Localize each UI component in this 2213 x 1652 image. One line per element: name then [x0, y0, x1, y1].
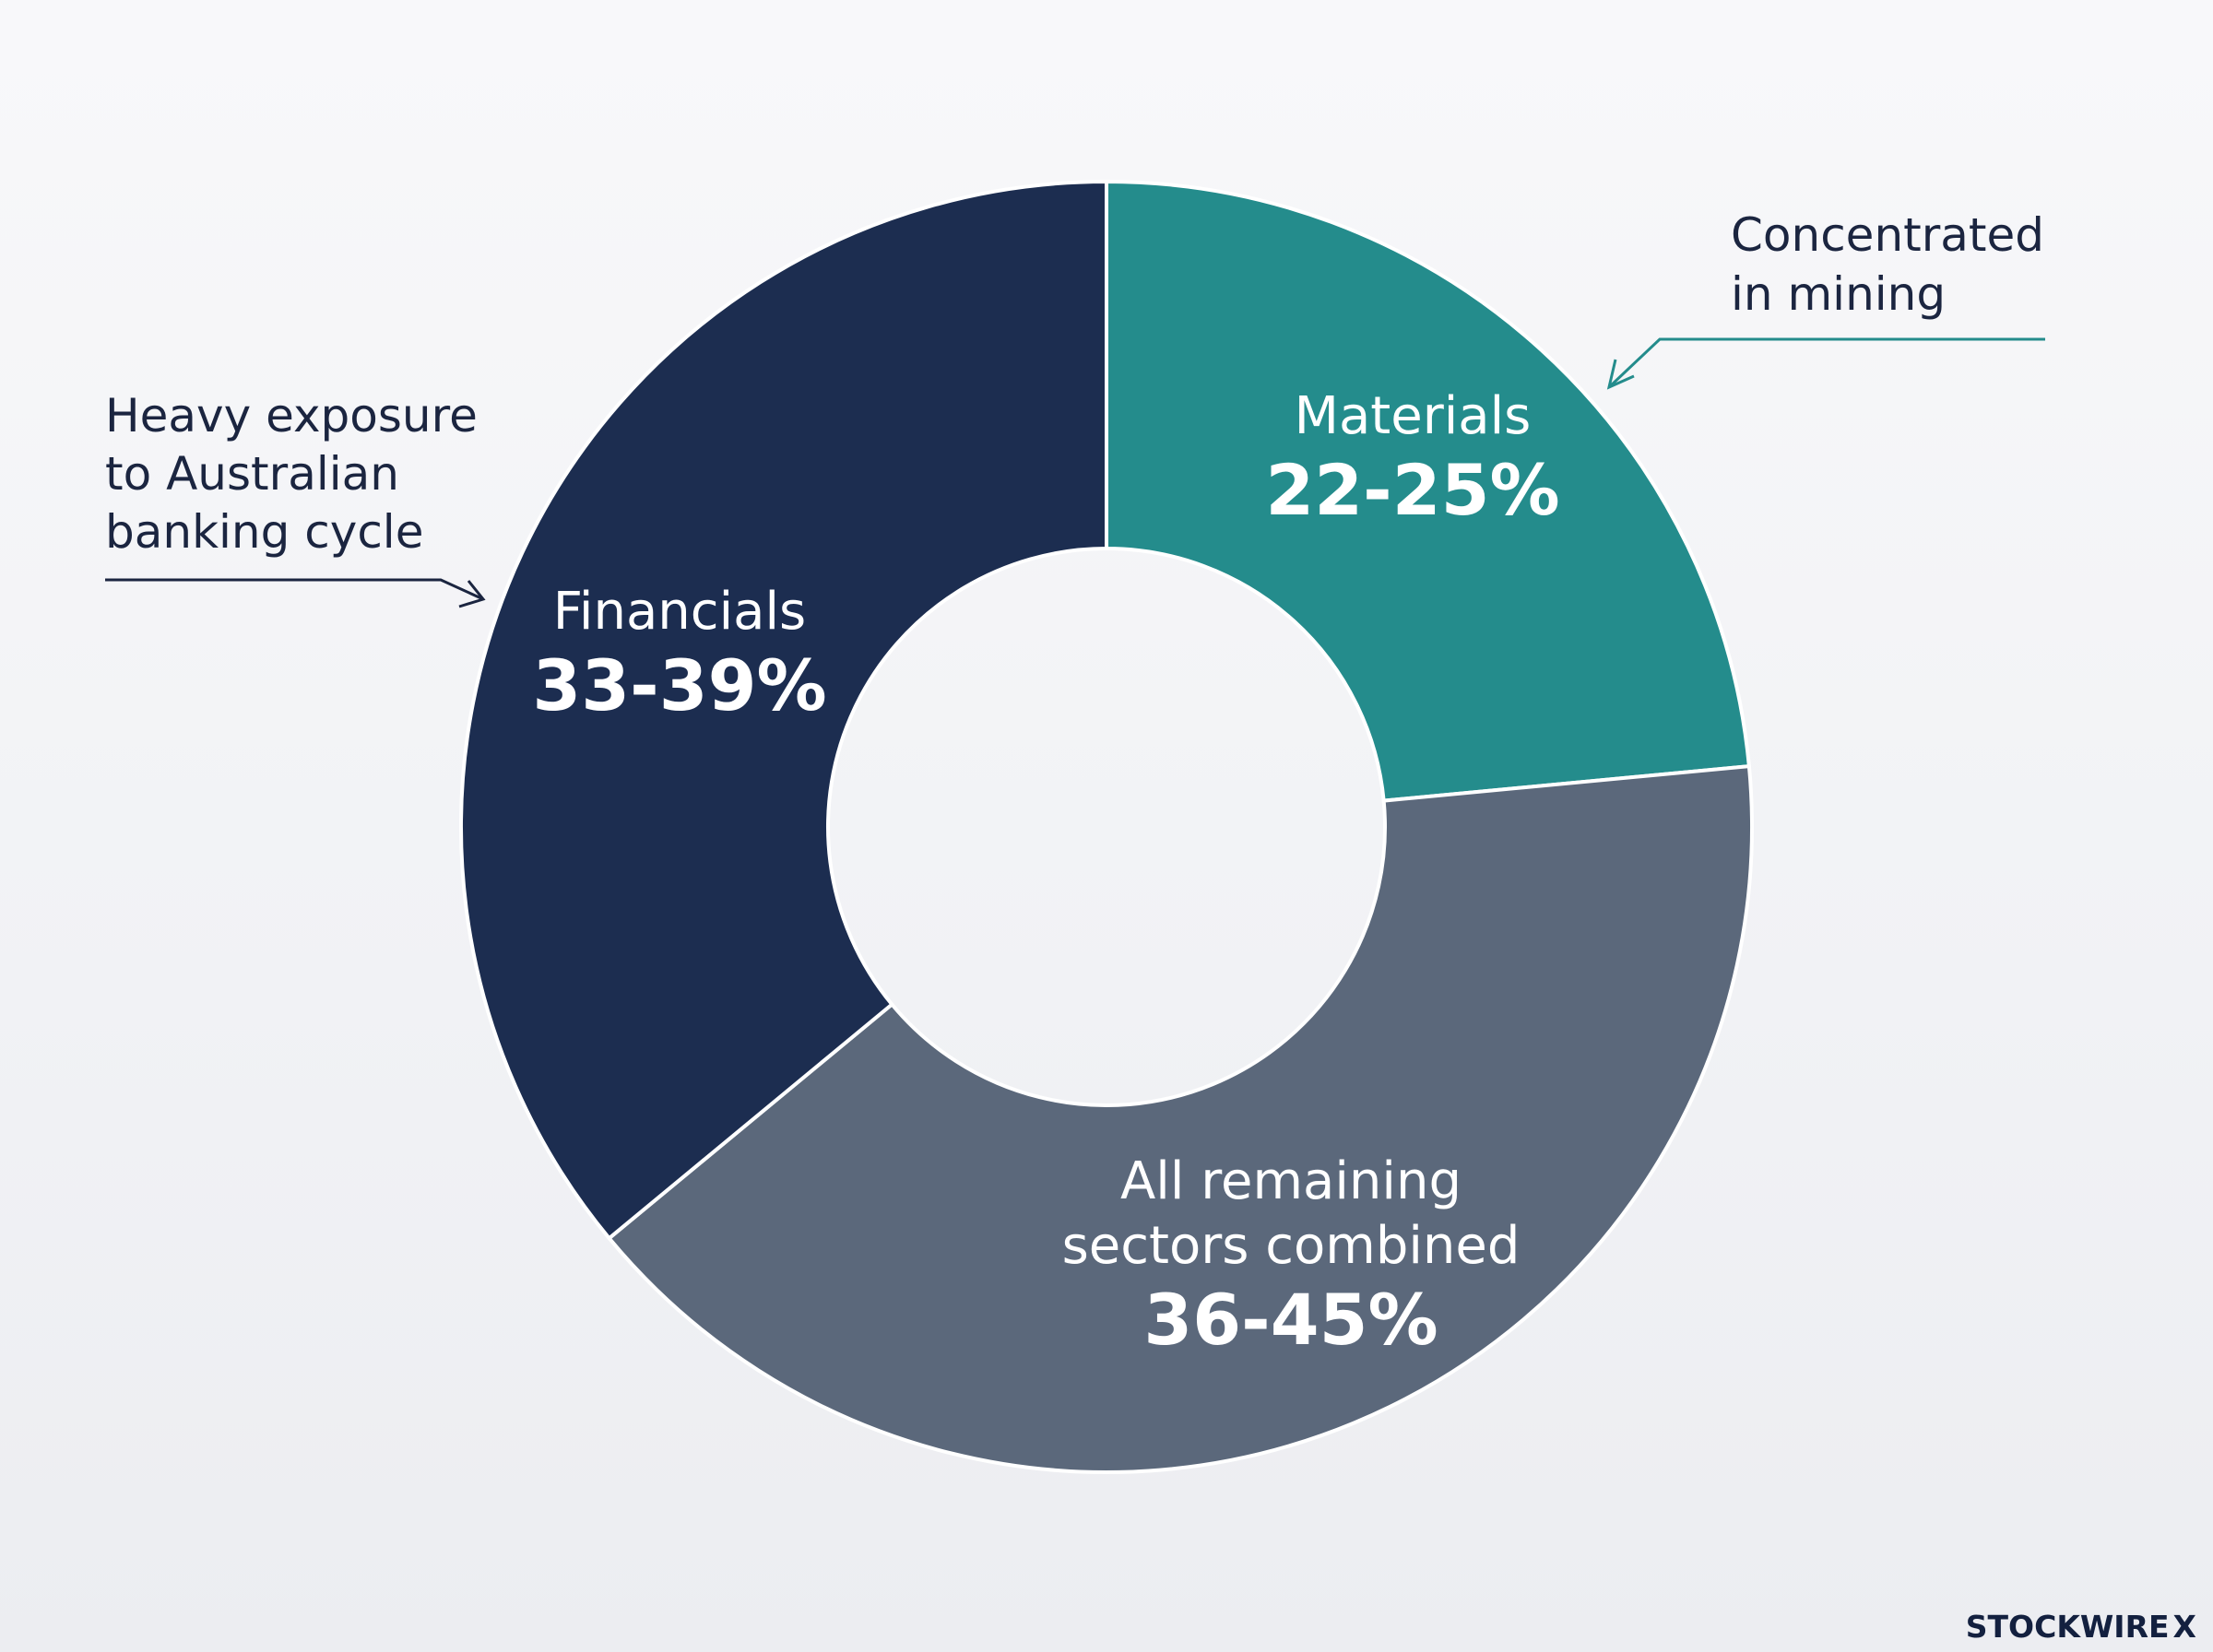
- brand-mark-icon: X: [2173, 1609, 2196, 1645]
- slice-label-financials: Financials: [553, 582, 806, 642]
- slice-label-remaining-line2: sectors combined: [1062, 1216, 1521, 1276]
- annotation-materials-line1: Concentrated: [1731, 208, 2044, 262]
- slice-label-remaining-line1: All remaining: [1120, 1151, 1462, 1211]
- annotation-financials-line3: banking cycle: [105, 505, 423, 559]
- slice-value-materials: 22-25%: [1265, 449, 1559, 531]
- slice-value-financials: 33-39%: [532, 644, 826, 726]
- slice-value-remaining: 36-45%: [1143, 1279, 1438, 1361]
- annotation-materials-arrow: [1609, 339, 2045, 387]
- annotation-financials-arrow: [105, 580, 483, 599]
- annotation-financials-line1: Heavy exposure: [105, 389, 478, 442]
- donut-slices: [461, 182, 1752, 1472]
- annotation-financials-line2: to Australian: [105, 447, 399, 501]
- annotation-materials-line2: in mining: [1731, 267, 1946, 321]
- brand-name: STOCKWIRE: [1966, 1609, 2170, 1645]
- brand-logo: STOCKWIRE X: [1966, 1609, 2196, 1645]
- slice-label-materials: Materials: [1295, 386, 1532, 446]
